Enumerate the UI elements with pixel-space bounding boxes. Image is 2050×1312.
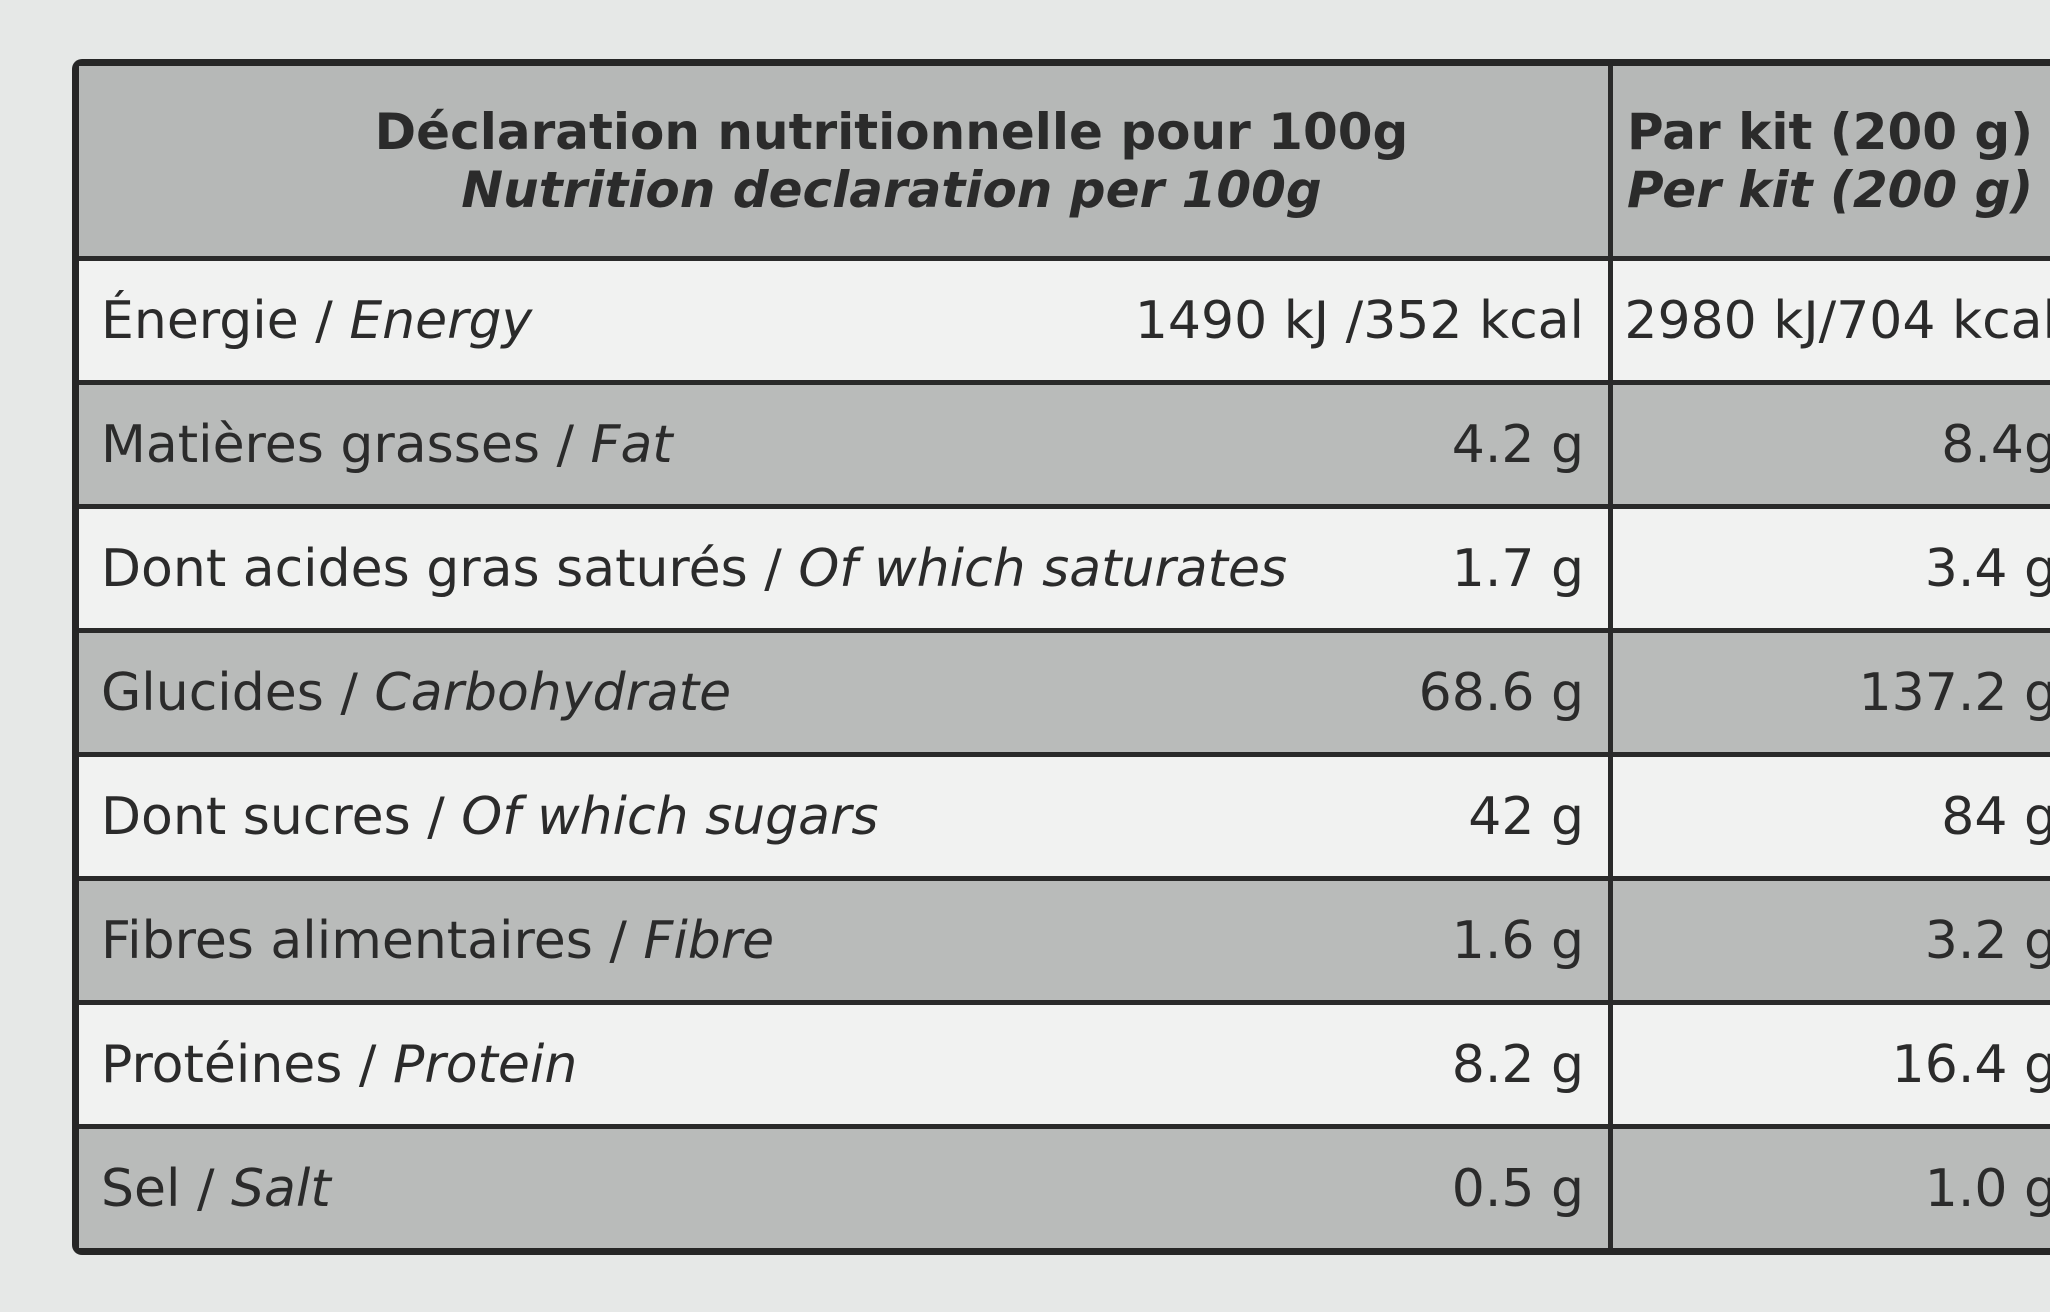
header-cell: Déclaration nutritionnelle pour 100g Nut… <box>79 66 1608 256</box>
kit-cell: 8.4g <box>1608 385 2050 504</box>
header-kit-en: Per kit (200 g) <box>1627 161 2034 219</box>
table-row: Matières grasses / Fat 4.2 g 8.4g <box>79 380 2050 504</box>
label-fr: Protéines <box>101 1034 343 1095</box>
nutrient-label: Dont acides gras saturés / Of which satu… <box>101 539 1287 599</box>
table-row: Protéines / Protein 8.2 g 16.4 g <box>79 1000 2050 1124</box>
value-per-100g: 0.5 g <box>1451 1158 1584 1219</box>
separator: / <box>556 414 574 475</box>
nutrition-table: Déclaration nutritionnelle pour 100g Nut… <box>72 59 2050 1255</box>
value-per-100g: 4.2 g <box>1451 414 1584 475</box>
label-cell: Sel / Salt 0.5 g <box>79 1129 1608 1248</box>
label-cell: Dont acides gras saturés / Of which satu… <box>79 509 1608 628</box>
label-en: Salt <box>231 1158 331 1219</box>
kit-cell: 3.2 g <box>1608 881 2050 1000</box>
separator: / <box>358 1034 377 1095</box>
value-per-100g: 1.6 g <box>1451 910 1584 971</box>
value-per-kit: 8.4g <box>1941 414 2050 475</box>
label-en: Fat <box>590 414 673 475</box>
table-row: Énergie / Energy 1490 kJ /352 kcal 2980 kJ… <box>79 256 2050 380</box>
nutrient-label: Fibres alimentaires / Fibre <box>101 911 774 971</box>
value-per-100g: 42 g <box>1468 786 1584 847</box>
table-row: Glucides / Carbohydrate 68.6 g 137.2 g <box>79 628 2050 752</box>
separator: / <box>196 1158 215 1219</box>
table-header: Déclaration nutritionnelle pour 100g Nut… <box>79 66 2050 256</box>
label-en: Of which saturates <box>798 538 1288 599</box>
value-per-kit: 3.4 g <box>1924 538 2050 599</box>
label-cell: Énergie / Energy 1490 kJ /352 kcal <box>79 261 1608 380</box>
kit-cell: 16.4 g <box>1608 1005 2050 1124</box>
label-fr: Glucides <box>101 662 324 723</box>
kit-cell: 84 g <box>1608 757 2050 876</box>
value-per-kit: 137.2 g <box>1858 662 2050 723</box>
value-per-kit: 2980 kJ/704 kcal <box>1624 290 2050 351</box>
label-en: Energy <box>349 290 533 351</box>
value-per-kit: 84 g <box>1941 786 2050 847</box>
separator: / <box>315 290 333 351</box>
separator: / <box>609 910 627 971</box>
value-per-kit: 16.4 g <box>1891 1034 2050 1095</box>
label-fr: Dont sucres <box>101 786 411 847</box>
kit-cell: 2980 kJ/704 kcal <box>1608 261 2050 380</box>
kit-cell: 1.0 g <box>1608 1129 2050 1248</box>
nutrient-label: Énergie / Energy <box>101 291 532 351</box>
kit-cell: 137.2 g <box>1608 633 2050 752</box>
label-cell: Protéines / Protein 8.2 g <box>79 1005 1608 1124</box>
table-row: Sel / Salt 0.5 g 1.0 g <box>79 1124 2050 1248</box>
table-row: Dont acides gras saturés / Of which satu… <box>79 504 2050 628</box>
nutrient-label: Matières grasses / Fat <box>101 415 673 475</box>
nutrient-label: Glucides / Carbohydrate <box>101 663 731 723</box>
header-cell: Par kit (200 g) Per kit (200 g) <box>1608 66 2050 256</box>
label-en: Carbohydrate <box>374 662 732 723</box>
separator: / <box>427 786 445 847</box>
label-fr: Matières grasses <box>101 414 540 475</box>
value-per-kit: 1.0 g <box>1924 1158 2050 1219</box>
value-per-100g: 68.6 g <box>1418 662 1584 723</box>
header-title-en: Nutrition declaration per 100g <box>461 161 1322 219</box>
value-per-100g: 1.7 g <box>1451 538 1584 599</box>
value-per-100g: 1490 kJ /352 kcal <box>1134 290 1584 351</box>
label-en: Protein <box>392 1034 578 1095</box>
label-en: Of which sugars <box>461 786 879 847</box>
separator: / <box>340 662 358 723</box>
separator: / <box>764 538 782 599</box>
label-fr: Dont acides gras saturés <box>101 538 748 599</box>
nutrient-label: Dont sucres / Of which sugars <box>101 787 878 847</box>
value-per-kit: 3.2 g <box>1924 910 2050 971</box>
label-cell: Fibres alimentaires / Fibre 1.6 g <box>79 881 1608 1000</box>
nutrient-label: Protéines / Protein <box>101 1035 577 1095</box>
label-fr: Sel <box>101 1158 181 1219</box>
value-per-100g: 8.2 g <box>1451 1034 1584 1095</box>
label-cell: Dont sucres / Of which sugars 42 g <box>79 757 1608 876</box>
label-cell: Glucides / Carbohydrate 68.6 g <box>79 633 1608 752</box>
header-kit-fr: Par kit (200 g) <box>1627 103 2034 161</box>
table-row: Fibres alimentaires / Fibre 1.6 g 3.2 g <box>79 876 2050 1000</box>
label-en: Fibre <box>643 910 775 971</box>
kit-cell: 3.4 g <box>1608 509 2050 628</box>
table-row: Dont sucres / Of which sugars 42 g 84 g <box>79 752 2050 876</box>
header-title-fr: Déclaration nutritionnelle pour 100g <box>374 103 1409 161</box>
nutrient-label: Sel / Salt <box>101 1159 331 1219</box>
label-fr: Énergie <box>101 290 299 351</box>
label-fr: Fibres alimentaires <box>101 910 593 971</box>
label-cell: Matières grasses / Fat 4.2 g <box>79 385 1608 504</box>
